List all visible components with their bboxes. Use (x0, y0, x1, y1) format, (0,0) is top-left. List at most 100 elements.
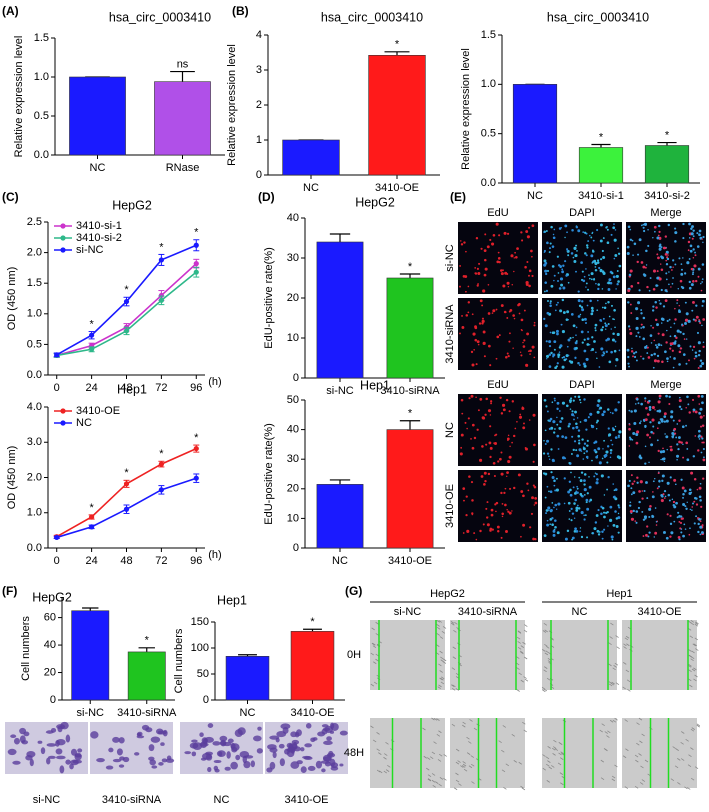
cell-texture (516, 689, 520, 692)
cell-texture (543, 688, 548, 692)
cell-dot (487, 472, 491, 476)
cell-texture (427, 778, 432, 782)
cell-blob (305, 723, 312, 729)
cell-dot (484, 233, 487, 236)
bar (386, 429, 434, 549)
cell-dot (595, 514, 599, 517)
cell-dot (614, 510, 617, 513)
cell-dot (571, 228, 574, 232)
cell-blob (267, 744, 277, 750)
cell-dot (467, 285, 470, 288)
cell-dot (563, 502, 566, 505)
cell-dot (564, 436, 568, 440)
cell-dot (601, 537, 604, 540)
cell-texture (451, 667, 456, 671)
cell-dot (583, 338, 586, 341)
cell-dot (482, 416, 486, 420)
cell-dot (543, 231, 545, 234)
cell-dot (545, 230, 548, 232)
cell-dot (573, 502, 576, 505)
cell-dot (590, 278, 593, 281)
x-tick-label: 24 (85, 555, 97, 567)
cell-dot (585, 244, 589, 247)
cell-dot (682, 222, 685, 226)
cell-texture (463, 768, 468, 772)
cell-blob (253, 735, 262, 742)
cell-dot (692, 271, 695, 274)
cell-dot (481, 445, 484, 448)
cell-dot (580, 306, 584, 309)
cell-dot (548, 340, 552, 344)
cell-dot (545, 405, 548, 408)
cell-dot (646, 525, 649, 528)
cell-dot (544, 272, 548, 276)
cell-blob (160, 742, 165, 746)
cell-texture (439, 670, 443, 673)
cell-dot (680, 285, 683, 288)
cell-texture (641, 733, 645, 737)
cell-dot (570, 397, 573, 400)
cell-texture (523, 729, 527, 733)
cell-dot (689, 527, 691, 530)
cell-dot (678, 309, 681, 312)
point (193, 261, 199, 267)
cell-dot (671, 282, 674, 285)
cell-dot (635, 307, 639, 311)
cell-texture (470, 763, 475, 767)
x-tick-label: si-NC (326, 385, 354, 397)
cell-dot (586, 457, 589, 460)
cell-dot (585, 450, 589, 453)
cell-dot (481, 319, 485, 323)
bar (290, 631, 335, 701)
cell-texture (442, 626, 447, 629)
cell-dot (555, 365, 558, 368)
cell-dot (561, 270, 564, 274)
cell-dot (648, 289, 651, 292)
significance-label: * (124, 467, 129, 479)
cell-dot (520, 318, 524, 322)
cell-dot (653, 359, 657, 363)
cell-dot (544, 281, 548, 284)
cell-dot (521, 239, 524, 242)
cell-dot (505, 398, 509, 402)
cell-dot (591, 309, 594, 312)
cell-dot (581, 270, 584, 273)
cell-dot (626, 252, 630, 256)
significance-label: * (194, 432, 199, 444)
column-header: Merge (650, 379, 681, 391)
cell-dot (578, 476, 581, 479)
legend-marker (60, 223, 66, 229)
cell-texture (623, 662, 627, 665)
cell-dot (668, 499, 671, 502)
cell-blob (56, 724, 66, 730)
cell-dot (696, 331, 700, 334)
cell-dot (533, 324, 536, 327)
cell-dot (699, 415, 703, 419)
cell-texture (502, 725, 507, 728)
cell-texture (608, 683, 613, 687)
cell-dot (577, 315, 581, 318)
cell-dot (683, 523, 686, 526)
cell-dot (669, 335, 672, 338)
cell-blob (330, 722, 335, 729)
column-header: EdU (487, 207, 508, 219)
cell-dot (633, 480, 636, 483)
cell-dot (561, 456, 566, 460)
cell-dot (571, 413, 575, 417)
cell-dot (485, 443, 488, 446)
cell-dot (644, 345, 647, 349)
cell-dot (613, 257, 616, 260)
cell-dot (489, 455, 492, 459)
cell-blob (10, 734, 17, 738)
cell-dot (596, 299, 599, 302)
cell-dot (555, 303, 558, 306)
cell-texture (559, 742, 563, 746)
cell-dot (519, 351, 522, 354)
cell-dot (609, 448, 613, 452)
significance-label: * (408, 261, 413, 273)
cell-dot (520, 329, 523, 331)
y-tick-label: 0.5 (27, 338, 42, 350)
cell-dot (627, 289, 631, 293)
cell-dot (573, 259, 577, 263)
cell-texture (518, 672, 522, 676)
